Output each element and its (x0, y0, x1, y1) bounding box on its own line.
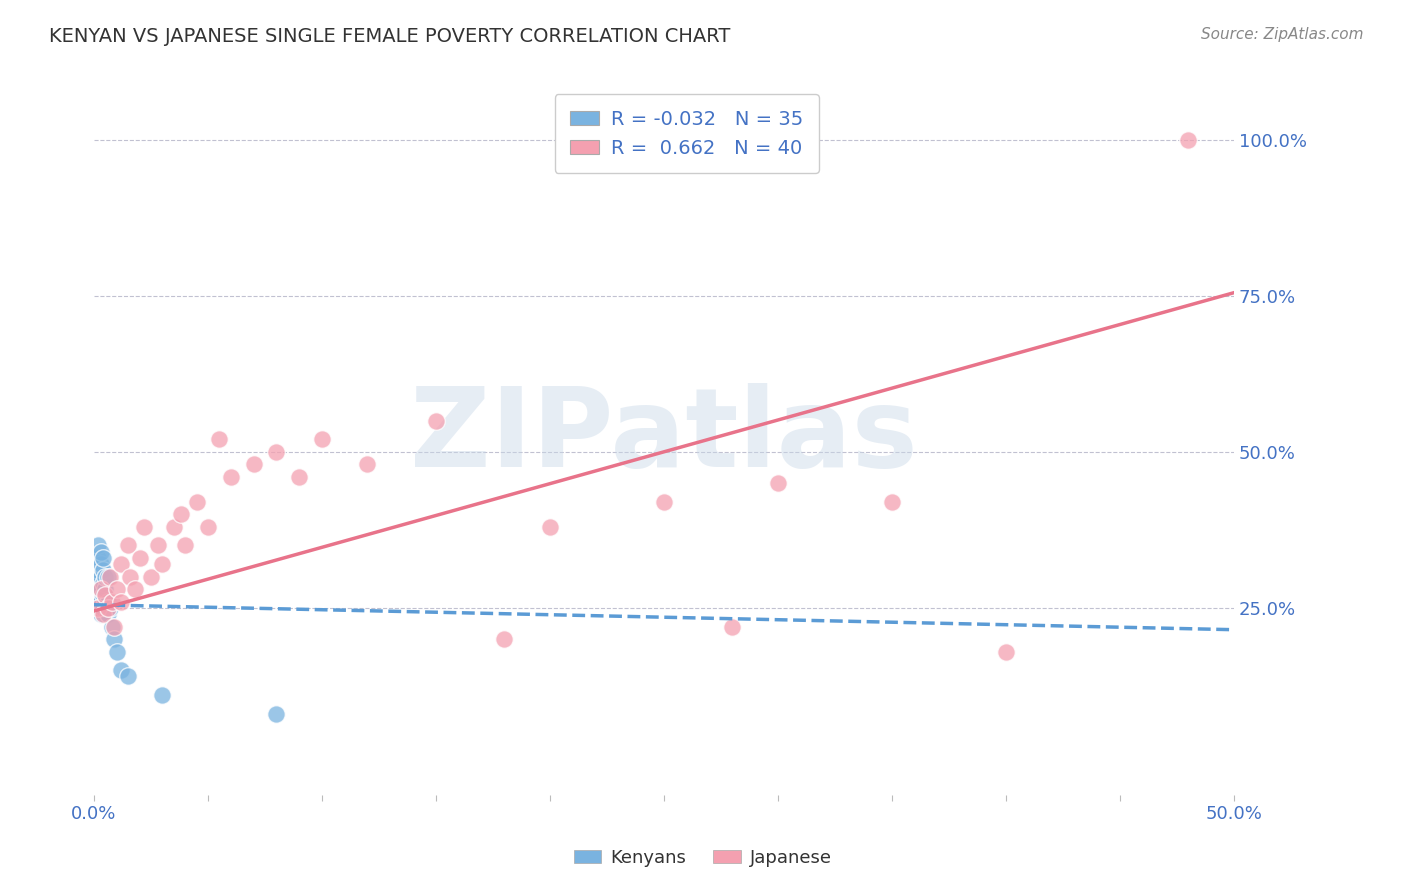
Point (90, 557, 112, 571)
Point (124, 582, 146, 596)
Point (87, 588, 110, 602)
Point (356, 458, 378, 472)
Point (219, 470, 242, 484)
Point (97, 594, 120, 608)
Point (994, 644, 1017, 658)
Point (87, 600, 110, 615)
Point (1177, 133, 1199, 147)
Point (94, 594, 117, 608)
Point (538, 520, 561, 534)
Point (197, 520, 219, 534)
Point (146, 538, 169, 552)
Point (97, 569, 120, 583)
Legend: R = -0.032   N = 35, R =  0.662   N = 40: R = -0.032 N = 35, R = 0.662 N = 40 (554, 95, 818, 173)
Point (174, 538, 197, 552)
Point (266, 445, 288, 459)
Point (87, 538, 110, 552)
Point (117, 538, 139, 552)
Point (101, 619, 124, 633)
Point (652, 495, 675, 509)
Point (425, 414, 447, 428)
Point (97, 607, 120, 621)
Point (91, 600, 114, 615)
Point (90, 607, 112, 621)
Point (90, 582, 112, 596)
Point (91, 607, 114, 621)
Point (101, 594, 124, 608)
Point (110, 557, 132, 571)
Point (163, 520, 186, 534)
Point (150, 557, 173, 571)
Point (87, 600, 110, 615)
Text: ZIPatlas: ZIPatlas (411, 383, 918, 490)
Point (84, 582, 107, 596)
Point (98, 569, 121, 583)
Point (880, 495, 903, 509)
Point (494, 632, 516, 646)
Point (87, 575, 110, 590)
Point (132, 520, 155, 534)
Point (84, 569, 107, 583)
Point (103, 619, 125, 633)
Point (94, 569, 117, 583)
Point (90, 569, 112, 583)
Legend: Kenyans, Japanese: Kenyans, Japanese (567, 842, 839, 874)
Point (91, 588, 114, 602)
Point (110, 663, 132, 677)
Point (84, 594, 107, 608)
Point (120, 569, 142, 583)
Point (105, 644, 128, 658)
Point (311, 433, 333, 447)
Text: KENYAN VS JAPANESE SINGLE FEMALE POVERTY CORRELATION CHART: KENYAN VS JAPANESE SINGLE FEMALE POVERTY… (49, 27, 731, 45)
Point (266, 706, 288, 721)
Point (117, 669, 139, 683)
Point (91, 575, 114, 590)
Point (87, 563, 110, 577)
Point (128, 550, 150, 565)
Text: Source: ZipAtlas.com: Source: ZipAtlas.com (1201, 27, 1364, 42)
Point (721, 619, 744, 633)
Point (90, 544, 112, 558)
Point (150, 688, 173, 702)
Point (91, 550, 114, 565)
Point (110, 594, 132, 608)
Point (94, 582, 117, 596)
Point (105, 582, 128, 596)
Point (84, 557, 107, 571)
Point (94, 588, 117, 602)
Point (98, 600, 121, 615)
Point (766, 476, 789, 491)
Point (288, 470, 311, 484)
Point (91, 563, 114, 577)
Point (97, 600, 120, 615)
Point (90, 594, 112, 608)
Point (139, 569, 162, 583)
Point (242, 458, 264, 472)
Point (87, 550, 110, 565)
Point (208, 433, 231, 447)
Point (186, 495, 208, 509)
Point (90, 582, 112, 596)
Point (169, 508, 191, 522)
Point (103, 632, 125, 646)
